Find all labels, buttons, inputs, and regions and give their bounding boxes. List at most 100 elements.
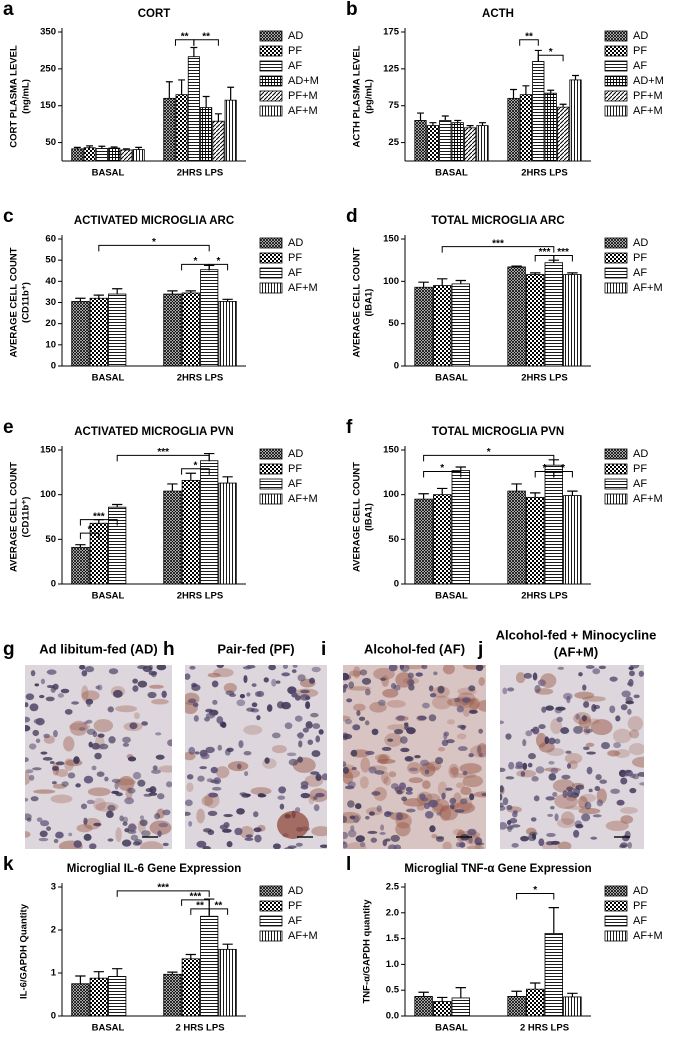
nucleus — [390, 682, 397, 690]
nucleus — [213, 777, 222, 785]
bar — [108, 976, 127, 1017]
nucleus — [575, 823, 584, 829]
nucleus — [212, 699, 218, 705]
nucleus — [287, 686, 297, 695]
nucleus — [573, 829, 580, 838]
nucleus — [246, 707, 255, 712]
stain — [466, 845, 485, 849]
nucleus — [264, 757, 270, 764]
legend-label: AF — [633, 267, 647, 279]
legend-swatch — [259, 930, 283, 942]
nucleus — [371, 791, 381, 796]
legend-swatch — [259, 267, 283, 279]
nucleus — [633, 694, 640, 699]
nucleus — [238, 740, 244, 748]
legend-swatch — [604, 930, 628, 942]
nucleus — [502, 687, 508, 695]
nucleus — [236, 808, 245, 815]
nucleus — [523, 672, 532, 679]
nucleus — [468, 685, 476, 692]
nucleus — [601, 741, 610, 750]
y-tick-label: 50 — [388, 318, 399, 329]
nucleus — [212, 786, 222, 791]
legend-label: AF+M — [633, 930, 663, 942]
nucleus — [25, 813, 32, 821]
nucleus — [223, 813, 233, 818]
y-tick-label: 125 — [383, 63, 400, 74]
nucleus — [406, 808, 416, 813]
stain — [473, 791, 486, 798]
stain — [455, 782, 466, 789]
nucleus — [311, 666, 321, 673]
nucleus — [35, 738, 41, 744]
nucleus — [622, 834, 630, 842]
nucleus — [311, 750, 321, 757]
significance-label: * — [440, 463, 444, 474]
nucleus — [429, 825, 436, 833]
panel-letter: e — [3, 417, 14, 438]
legend-label: AD — [633, 30, 648, 42]
nucleus — [197, 775, 205, 782]
nucleus — [305, 721, 313, 729]
nucleus — [122, 816, 129, 823]
nucleus — [520, 771, 526, 777]
significance-bracket — [181, 899, 210, 906]
nucleus — [30, 796, 39, 802]
panel-letter: j — [477, 639, 483, 660]
x-tick-label: BASAL — [92, 168, 125, 179]
bar — [519, 94, 533, 162]
stain — [308, 794, 315, 805]
error-bar — [185, 953, 196, 959]
stain — [416, 804, 425, 811]
nucleus — [281, 672, 291, 677]
nucleus — [527, 762, 533, 768]
stain — [460, 786, 472, 796]
nucleus — [300, 689, 310, 694]
stain — [448, 763, 460, 779]
image-title: Ad libitum-fed (AD) — [39, 641, 157, 656]
significance-bracket — [537, 54, 564, 62]
stain — [450, 767, 459, 775]
nucleus — [216, 716, 224, 724]
nucleus — [319, 844, 327, 849]
legend-label: AF — [288, 915, 302, 927]
significance-bracket — [516, 892, 555, 900]
nucleus — [436, 812, 442, 816]
stain — [376, 758, 396, 764]
image-title: Alcohol-fed + Minocycline — [496, 627, 657, 642]
nucleus — [396, 790, 403, 795]
legend-label: AD — [288, 237, 303, 249]
error-bar — [511, 483, 522, 492]
nucleus — [245, 834, 253, 838]
y-tick-label: 1.5 — [386, 933, 400, 944]
nucleus — [500, 802, 504, 808]
nucleus — [530, 817, 537, 822]
nucleus — [297, 756, 303, 763]
bar — [181, 958, 200, 1017]
nucleus — [583, 746, 590, 751]
error-bar — [559, 103, 567, 108]
bar — [200, 107, 213, 162]
stain — [81, 690, 100, 701]
error-bar — [567, 992, 578, 997]
stain — [382, 688, 399, 698]
nucleus — [414, 755, 421, 759]
nucleus — [158, 822, 169, 828]
error-bar — [455, 279, 467, 284]
nucleus — [278, 786, 287, 794]
nucleus — [449, 803, 455, 810]
legend-label: PF — [288, 252, 302, 264]
stain — [456, 733, 467, 740]
nucleus — [39, 694, 45, 699]
nucleus — [216, 665, 225, 669]
nucleus — [151, 769, 161, 774]
nucleus — [590, 836, 598, 840]
significance-label: *** — [492, 238, 504, 249]
nucleus — [266, 704, 273, 712]
legend-swatch — [604, 267, 628, 279]
nucleus — [502, 797, 509, 806]
nucleus — [45, 696, 55, 702]
legend-label: AF+M — [288, 105, 318, 117]
nucleus — [546, 841, 555, 846]
nucleus — [122, 742, 130, 747]
